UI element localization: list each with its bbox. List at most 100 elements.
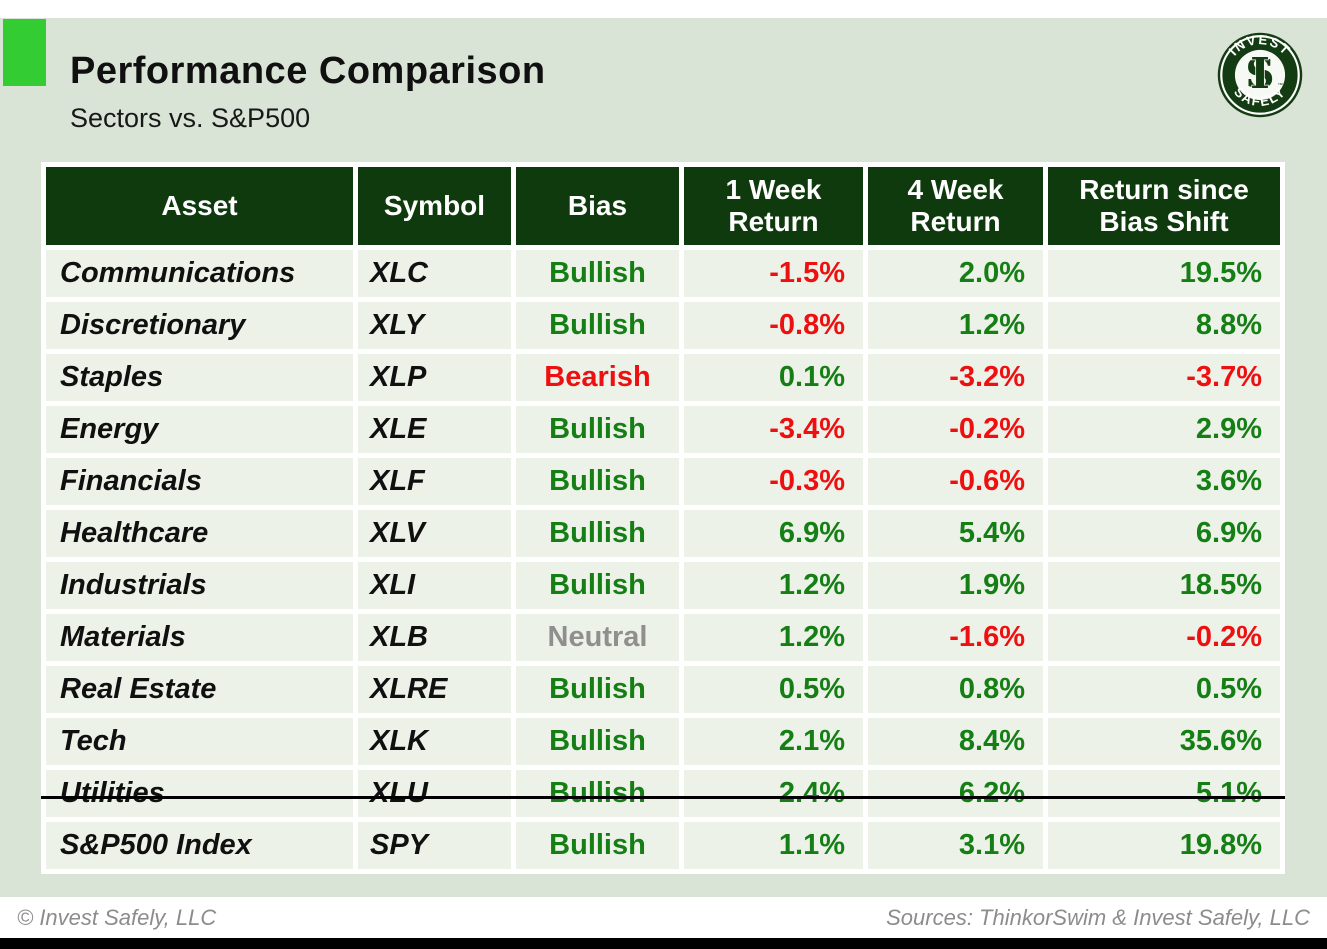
since-cell: 35.6% bbox=[1048, 718, 1280, 765]
table-row: Materials XLB Neutral 1.2% -1.6% -0.2% bbox=[46, 614, 1280, 661]
asset-cell: Financials bbox=[46, 458, 353, 505]
since-cell: 5.1% bbox=[1048, 770, 1280, 817]
table-row: Energy XLE Bullish -3.4% -0.2% 2.9% bbox=[46, 406, 1280, 453]
symbol-cell: XLI bbox=[358, 562, 511, 609]
logo-monogram-s: S bbox=[1245, 49, 1274, 97]
bias-cell: Neutral bbox=[516, 614, 679, 661]
asset-cell: S&P500 Index bbox=[46, 822, 353, 869]
week1-cell: -3.4% bbox=[684, 406, 863, 453]
footer-copyright: © Invest Safely, LLC bbox=[17, 905, 217, 930]
table-row: Healthcare XLV Bullish 6.9% 5.4% 6.9% bbox=[46, 510, 1280, 557]
since-cell: 0.5% bbox=[1048, 666, 1280, 713]
week1-cell: -0.8% bbox=[684, 302, 863, 349]
week4-cell: 3.1% bbox=[868, 822, 1043, 869]
week4-cell: 8.4% bbox=[868, 718, 1043, 765]
bottom-bar bbox=[0, 938, 1327, 949]
invest-safely-logo-icon: INVEST SAFELY S I ™ bbox=[1217, 32, 1303, 118]
column-header-asset: Asset bbox=[46, 167, 353, 245]
asset-cell: Energy bbox=[46, 406, 353, 453]
week1-cell: 2.1% bbox=[684, 718, 863, 765]
week1-cell: 6.9% bbox=[684, 510, 863, 557]
bias-cell: Bullish bbox=[516, 458, 679, 505]
column-header-bias: Bias bbox=[516, 167, 679, 245]
since-cell: 3.6% bbox=[1048, 458, 1280, 505]
week1-cell: 0.5% bbox=[684, 666, 863, 713]
footer-sources: Sources: ThinkorSwim & Invest Safely, LL… bbox=[886, 905, 1310, 930]
table-row: Staples XLP Bearish 0.1% -3.2% -3.7% bbox=[46, 354, 1280, 401]
asset-cell: Discretionary bbox=[46, 302, 353, 349]
week4-cell: 1.2% bbox=[868, 302, 1043, 349]
symbol-cell: XLK bbox=[358, 718, 511, 765]
column-header-1-week-return: 1 Week Return bbox=[684, 167, 863, 245]
column-header-return-since-bias-shift: Return since Bias Shift bbox=[1048, 167, 1280, 245]
symbol-cell: XLF bbox=[358, 458, 511, 505]
table-header-row: Asset Symbol Bias 1 Week Return 4 Week R… bbox=[46, 167, 1280, 245]
bias-cell: Bullish bbox=[516, 302, 679, 349]
table-row: Discretionary XLY Bullish -0.8% 1.2% 8.8% bbox=[46, 302, 1280, 349]
since-cell: -0.2% bbox=[1048, 614, 1280, 661]
table-row: Communications XLC Bullish -1.5% 2.0% 19.5% bbox=[46, 250, 1280, 297]
symbol-cell: XLY bbox=[358, 302, 511, 349]
table-row: Real Estate XLRE Bullish 0.5% 0.8% 0.5% bbox=[46, 666, 1280, 713]
asset-cell: Real Estate bbox=[46, 666, 353, 713]
week1-cell: 0.1% bbox=[684, 354, 863, 401]
bias-cell: Bullish bbox=[516, 666, 679, 713]
week4-cell: 1.9% bbox=[868, 562, 1043, 609]
bias-cell: Bullish bbox=[516, 822, 679, 869]
asset-cell: Utilities bbox=[46, 770, 353, 817]
asset-cell: Industrials bbox=[46, 562, 353, 609]
asset-cell: Materials bbox=[46, 614, 353, 661]
since-cell: 6.9% bbox=[1048, 510, 1280, 557]
week1-cell: 1.2% bbox=[684, 614, 863, 661]
table-row: Tech XLK Bullish 2.1% 8.4% 35.6% bbox=[46, 718, 1280, 765]
since-cell: 2.9% bbox=[1048, 406, 1280, 453]
week4-cell: 6.2% bbox=[868, 770, 1043, 817]
bias-cell: Bullish bbox=[516, 718, 679, 765]
since-cell: 18.5% bbox=[1048, 562, 1280, 609]
week4-cell: -0.6% bbox=[868, 458, 1043, 505]
since-cell: 8.8% bbox=[1048, 302, 1280, 349]
logo-trademark: ™ bbox=[1278, 82, 1283, 88]
week1-cell: 1.2% bbox=[684, 562, 863, 609]
table-row: Financials XLF Bullish -0.3% -0.6% 3.6% bbox=[46, 458, 1280, 505]
accent-square bbox=[3, 19, 46, 86]
symbol-cell: XLU bbox=[358, 770, 511, 817]
week4-cell: 0.8% bbox=[868, 666, 1043, 713]
symbol-cell: XLC bbox=[358, 250, 511, 297]
week1-cell: -0.3% bbox=[684, 458, 863, 505]
week4-cell: -1.6% bbox=[868, 614, 1043, 661]
week4-cell: -0.2% bbox=[868, 406, 1043, 453]
asset-cell: Tech bbox=[46, 718, 353, 765]
week1-cell: 1.1% bbox=[684, 822, 863, 869]
table-row: Utilities XLU Bullish 2.4% 6.2% 5.1% bbox=[46, 770, 1280, 817]
since-cell: 19.5% bbox=[1048, 250, 1280, 297]
table-body: Communications XLC Bullish -1.5% 2.0% 19.5% Di… bbox=[46, 250, 1280, 869]
week1-cell: -1.5% bbox=[684, 250, 863, 297]
bias-cell: Bullish bbox=[516, 562, 679, 609]
week4-cell: 5.4% bbox=[868, 510, 1043, 557]
symbol-cell: XLRE bbox=[358, 666, 511, 713]
asset-cell: Healthcare bbox=[46, 510, 353, 557]
week4-cell: -3.2% bbox=[868, 354, 1043, 401]
page-title: Performance Comparison bbox=[70, 50, 546, 92]
bias-cell: Bullish bbox=[516, 406, 679, 453]
asset-cell: Communications bbox=[46, 250, 353, 297]
bias-cell: Bullish bbox=[516, 770, 679, 817]
column-header-symbol: Symbol bbox=[358, 167, 511, 245]
index-row-divider bbox=[41, 796, 1285, 799]
bias-cell: Bullish bbox=[516, 510, 679, 557]
asset-cell: Staples bbox=[46, 354, 353, 401]
symbol-cell: SPY bbox=[358, 822, 511, 869]
symbol-cell: XLB bbox=[358, 614, 511, 661]
symbol-cell: XLV bbox=[358, 510, 511, 557]
week1-cell: 2.4% bbox=[684, 770, 863, 817]
since-cell: -3.7% bbox=[1048, 354, 1280, 401]
symbol-cell: XLE bbox=[358, 406, 511, 453]
performance-table: Asset Symbol Bias 1 Week Return 4 Week R… bbox=[41, 162, 1285, 874]
table-row: Industrials XLI Bullish 1.2% 1.9% 18.5% bbox=[46, 562, 1280, 609]
symbol-cell: XLP bbox=[358, 354, 511, 401]
bias-cell: Bullish bbox=[516, 250, 679, 297]
column-header-4-week-return: 4 Week Return bbox=[868, 167, 1043, 245]
page-subtitle: Sectors vs. S&P500 bbox=[70, 103, 311, 133]
